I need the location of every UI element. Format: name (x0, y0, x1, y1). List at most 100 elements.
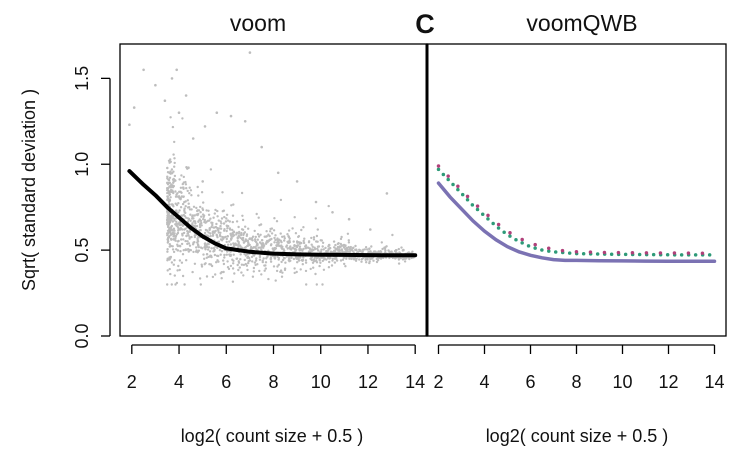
scatter-point (172, 191, 175, 195)
scatter-point (299, 241, 302, 245)
scatter-point (173, 274, 176, 277)
scatter-point (241, 218, 245, 222)
scatter-point (315, 234, 319, 238)
scatter-point (219, 227, 223, 230)
scatter-point (244, 262, 247, 266)
scatter-point (232, 262, 235, 265)
scatter-point (394, 251, 398, 254)
scatter-point (170, 168, 174, 171)
scatter-point (221, 210, 224, 213)
scatter-point (247, 261, 250, 265)
scatter-point (390, 251, 393, 254)
scatter-point (312, 248, 315, 252)
scatter-point (235, 231, 239, 234)
scatter-point (374, 250, 377, 253)
scatter-point (168, 258, 171, 261)
scatter-point (186, 242, 189, 246)
scatter-point (219, 253, 222, 256)
scatter-point (215, 222, 218, 226)
scatter-point (173, 178, 176, 182)
scatter-point (230, 236, 233, 240)
scatter-point (304, 269, 308, 273)
scatter-point (312, 238, 316, 241)
scatter-point (205, 209, 208, 212)
scatter-point (173, 140, 176, 144)
scatter-point (220, 217, 224, 220)
scatter-point (237, 268, 240, 272)
scatter-point (180, 191, 183, 194)
scatter-point (316, 240, 319, 243)
scatter-point (253, 229, 256, 233)
scatter-point (226, 260, 229, 263)
scatter-point (208, 255, 212, 258)
scatter-point (347, 239, 350, 242)
voomqwb-x-tick-label: 10 (612, 372, 632, 392)
scatter-point (168, 231, 171, 234)
scatter-point (224, 220, 228, 223)
scatter-point (205, 243, 208, 247)
scatter-point (189, 189, 193, 192)
scatter-point (280, 246, 283, 249)
scatter-point (187, 202, 190, 205)
scatter-point (213, 248, 216, 251)
scatter-point (226, 225, 229, 228)
chart-title-voom: voom (230, 10, 286, 36)
scatter-point (262, 257, 265, 260)
scatter-point (388, 250, 391, 253)
voom-x-tick-label: 2 (127, 372, 137, 392)
scatter-point (269, 257, 272, 260)
scatter-point (313, 246, 316, 249)
scatter-point (292, 257, 296, 261)
scatter-point (172, 153, 175, 156)
scatter-point (226, 235, 229, 238)
scatter-point (223, 256, 226, 259)
scatter-point (367, 250, 370, 253)
scatter-point (219, 235, 222, 238)
scatter-point (192, 224, 195, 228)
scatter-point (316, 247, 319, 250)
scatter-point (210, 264, 214, 268)
scatter-point (297, 255, 301, 259)
scatter-point (198, 229, 201, 232)
scatter-point (252, 266, 256, 270)
scatter-point (192, 205, 196, 208)
scatter-point (253, 261, 257, 264)
scatter-point (197, 219, 200, 222)
scatter-point (368, 261, 371, 265)
scatter-point (169, 196, 172, 199)
scatter-point (166, 221, 169, 224)
scatter-point (240, 271, 243, 274)
scatter-point (293, 244, 296, 247)
scatter-point (220, 250, 224, 253)
scatter-point (179, 227, 183, 230)
scatter-point (191, 217, 194, 220)
scatter-point (184, 205, 187, 208)
scatter-point (212, 216, 215, 219)
scatter-point (288, 246, 291, 249)
scatter-point (175, 281, 179, 285)
scatter-point (180, 174, 183, 177)
scatter-point (361, 250, 364, 253)
scatter-point (258, 258, 262, 261)
scatter-point (242, 274, 245, 277)
y-tick-label: 1.5 (72, 66, 92, 91)
scatter-point (207, 246, 211, 249)
scatter-point (188, 237, 191, 240)
scatter-point (239, 253, 242, 256)
scatter-point (222, 270, 225, 274)
scatter-point (174, 235, 177, 239)
scatter-point (257, 246, 260, 249)
scatter-point (281, 258, 285, 262)
scatter-point (216, 215, 219, 218)
scatter-point (187, 234, 190, 237)
scatter-point (236, 263, 239, 267)
voom-x-tick-label: 4 (174, 372, 184, 392)
scatter-point (186, 206, 190, 209)
voomqwb-x-tick-label: 2 (433, 372, 443, 392)
scatter-point (185, 187, 188, 190)
scatter-point (176, 243, 179, 246)
x-axis-title-voomqwb: log2( count size + 0.5 ) (486, 426, 669, 446)
scatter-point (402, 248, 405, 252)
scatter-point (255, 257, 258, 260)
scatter-point (298, 245, 302, 248)
